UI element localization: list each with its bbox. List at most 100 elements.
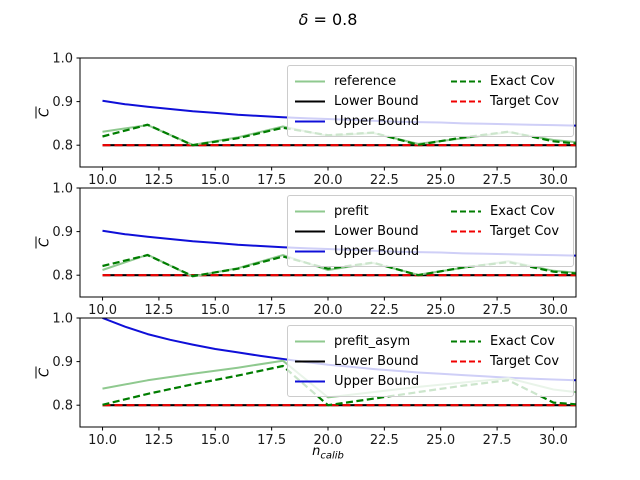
- x-tick-label: 17.5: [257, 173, 286, 188]
- legend-line-sample-icon: [295, 250, 325, 252]
- x-tick-label: 25.0: [426, 173, 455, 188]
- x-tick-label: 27.5: [483, 173, 512, 188]
- legend-entry: prefit: [295, 201, 451, 221]
- x-tick-label: 12.5: [144, 173, 173, 188]
- legend-label: Target Cov: [490, 93, 560, 109]
- x-axis-label-sub: calib: [320, 450, 344, 462]
- legend-entry: Target Cov: [451, 221, 566, 241]
- x-tick-label: 22.5: [370, 433, 399, 448]
- y-axis-label: C: [35, 358, 53, 388]
- legend-entry: Lower Bound: [295, 91, 451, 111]
- y-axis-label-text: C: [35, 366, 53, 379]
- x-axis-label: ncalib: [80, 444, 576, 462]
- legend-label: Exact Cov: [490, 73, 555, 89]
- legend-entry: Target Cov: [451, 351, 566, 371]
- legend-line-sample-icon: [295, 80, 325, 82]
- legend-label: reference: [334, 73, 397, 89]
- subplot-1-canvas: 10.0 12.5 15.0 17.5 20.0 22.5 25.0 27.5 30.0 1.0 0…: [52, 52, 577, 188]
- x-axis-label-main: n: [312, 444, 321, 459]
- legend-label: prefit: [334, 203, 369, 219]
- legend-column-right: Exact Cov Target Cov: [451, 331, 566, 391]
- legend-label: Target Cov: [490, 353, 560, 369]
- y-tick-label: 0.9: [52, 225, 73, 240]
- y-tick-label: 0.9: [52, 355, 73, 370]
- legend-line-sample-icon: [295, 210, 325, 212]
- x-tick-label: 20.0: [314, 173, 343, 188]
- legend-line-sample-icon: [451, 210, 481, 212]
- legend-line-sample-icon: [451, 100, 481, 102]
- legend-line-sample-icon: [451, 340, 481, 342]
- x-tick-label: 25.0: [426, 303, 455, 318]
- legend-entry: Exact Cov: [451, 201, 566, 221]
- legend-label: Upper Bound: [334, 373, 420, 389]
- legend-entry: prefit_asym: [295, 331, 451, 351]
- x-tick-label: 10.0: [88, 173, 117, 188]
- figure-title: δ = 0.8: [80, 10, 576, 29]
- legend-line-sample-icon: [295, 380, 325, 382]
- legend-label: Lower Bound: [334, 223, 419, 239]
- legend-entry: reference: [295, 71, 451, 91]
- x-tick-label: 30.0: [539, 303, 568, 318]
- legend-label: Upper Bound: [334, 113, 420, 129]
- y-axis-label: C: [35, 98, 53, 128]
- x-tick-label: 15.0: [201, 173, 230, 188]
- x-tick-label: 30.0: [539, 173, 568, 188]
- delta-symbol: δ: [298, 10, 309, 29]
- legend-column-left: prefit_asym Lower Bound Upper Bound: [295, 331, 451, 391]
- x-tick-label: 10.0: [88, 303, 117, 318]
- legend-line-sample-icon: [295, 100, 325, 102]
- y-tick-label: 1.0: [52, 182, 73, 197]
- y-tick-label: 1.0: [52, 52, 73, 67]
- x-tick-label: 25.0: [426, 433, 455, 448]
- legend-subplot-2: prefit Lower Bound Upper Bound Exact Cov Tar…: [287, 195, 574, 267]
- legend-entry: Upper Bound: [295, 371, 451, 391]
- legend-entry: Lower Bound: [295, 221, 451, 241]
- x-tick-label: 20.0: [314, 433, 343, 448]
- legend-line-sample-icon: [451, 360, 481, 362]
- legend-line-sample-icon: [295, 340, 325, 342]
- x-tick-label: 27.5: [483, 303, 512, 318]
- legend-label: Upper Bound: [334, 243, 420, 259]
- x-tick-label: 15.0: [201, 303, 230, 318]
- y-axis-label-text: C: [35, 106, 53, 119]
- x-tick-label: 15.0: [201, 433, 230, 448]
- legend-column-right: Exact Cov Target Cov: [451, 201, 566, 261]
- legend-entry: Lower Bound: [295, 351, 451, 371]
- legend-label: Lower Bound: [334, 93, 419, 109]
- y-tick-label: 0.9: [52, 95, 73, 110]
- legend-label: Exact Cov: [490, 333, 555, 349]
- figure-title-rest: = 0.8: [308, 10, 358, 29]
- legend-column-left: reference Lower Bound Upper Bound: [295, 71, 451, 131]
- x-tick-label: 17.5: [257, 433, 286, 448]
- legend-subplot-1: reference Lower Bound Upper Bound Exact Cov…: [287, 65, 574, 137]
- legend-entry: Exact Cov: [451, 71, 566, 91]
- legend-column-left: prefit Lower Bound Upper Bound: [295, 201, 451, 261]
- y-tick-label: 0.8: [52, 399, 73, 414]
- x-tick-label: 20.0: [314, 303, 343, 318]
- x-tick-label: 27.5: [483, 433, 512, 448]
- x-tick-label: 30.0: [539, 433, 568, 448]
- x-tick-label: 10.0: [88, 433, 117, 448]
- x-tick-label: 12.5: [144, 303, 173, 318]
- axes-frame: [79, 187, 577, 298]
- y-axis-label-text: C: [35, 236, 53, 249]
- legend-label: Exact Cov: [490, 203, 555, 219]
- legend-line-sample-icon: [451, 80, 481, 82]
- x-tick-label: 22.5: [370, 303, 399, 318]
- y-tick-label: 0.8: [52, 139, 73, 154]
- legend-entry: Exact Cov: [451, 331, 566, 351]
- legend-label: Lower Bound: [334, 353, 419, 369]
- x-tick-label: 12.5: [144, 433, 173, 448]
- legend-label: prefit_asym: [334, 333, 411, 349]
- legend-label: Target Cov: [490, 223, 560, 239]
- legend-entry: Target Cov: [451, 91, 566, 111]
- legend-entry: Upper Bound: [295, 111, 451, 131]
- y-tick-label: 1.0: [52, 312, 73, 327]
- axes-frame: [79, 317, 577, 428]
- legend-line-sample-icon: [295, 120, 325, 122]
- legend-column-right: Exact Cov Target Cov: [451, 71, 566, 131]
- legend-entry: Upper Bound: [295, 241, 451, 261]
- legend-line-sample-icon: [295, 230, 325, 232]
- y-axis-label: C: [35, 228, 53, 258]
